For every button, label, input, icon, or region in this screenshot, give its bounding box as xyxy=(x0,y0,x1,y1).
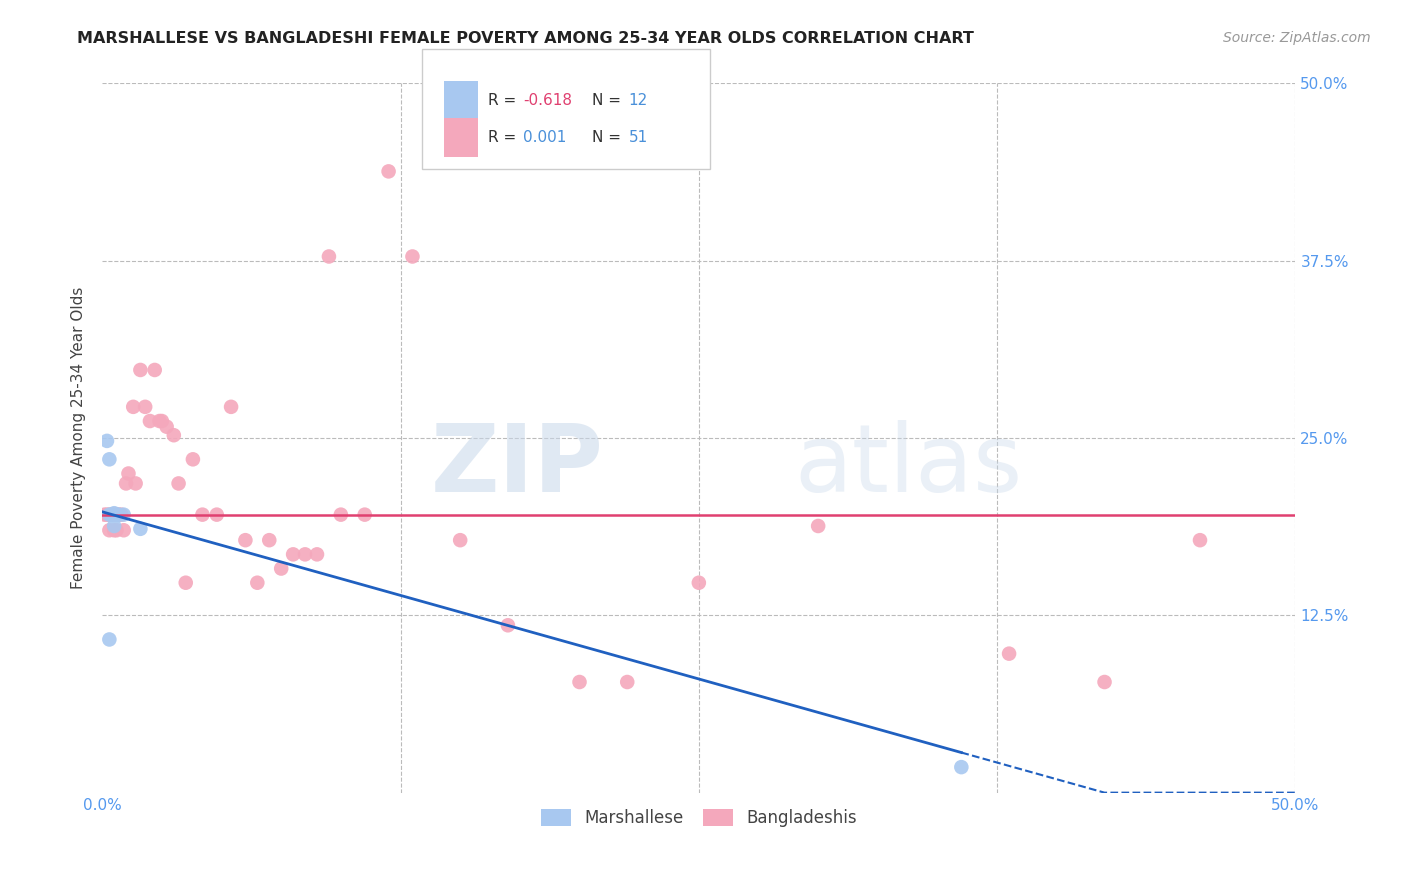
Point xyxy=(191,508,214,522)
Point xyxy=(449,533,471,548)
Point xyxy=(100,508,122,522)
Point xyxy=(108,508,131,522)
Text: MARSHALLESE VS BANGLADESHI FEMALE POVERTY AMONG 25-34 YEAR OLDS CORRELATION CHAR: MARSHALLESE VS BANGLADESHI FEMALE POVERT… xyxy=(77,31,974,46)
Point xyxy=(281,547,304,561)
Point xyxy=(181,452,204,467)
Point xyxy=(616,675,638,690)
Point xyxy=(98,508,121,522)
Point xyxy=(134,400,156,414)
Point xyxy=(1094,675,1116,690)
Point xyxy=(105,508,128,522)
Point xyxy=(96,434,118,448)
Point xyxy=(950,760,973,774)
Point xyxy=(93,508,115,522)
Point xyxy=(100,508,122,522)
Text: N =: N = xyxy=(592,129,626,145)
Point xyxy=(205,508,228,522)
Point xyxy=(98,632,121,647)
Text: 12: 12 xyxy=(628,93,648,108)
Point xyxy=(377,164,399,178)
Point xyxy=(108,508,131,522)
Point xyxy=(270,561,292,575)
Point xyxy=(124,476,146,491)
Text: N =: N = xyxy=(592,93,626,108)
Point xyxy=(115,476,138,491)
Point xyxy=(112,523,135,537)
Point xyxy=(688,575,710,590)
Point xyxy=(117,467,139,481)
Text: R =: R = xyxy=(488,93,522,108)
Point xyxy=(148,414,170,428)
Text: 0.001: 0.001 xyxy=(523,129,567,145)
Point xyxy=(305,547,328,561)
Text: 51: 51 xyxy=(628,129,648,145)
Point xyxy=(103,506,125,520)
Point xyxy=(174,575,197,590)
Point xyxy=(294,547,316,561)
Point xyxy=(98,508,121,522)
Text: atlas: atlas xyxy=(794,420,1022,512)
Text: Source: ZipAtlas.com: Source: ZipAtlas.com xyxy=(1223,31,1371,45)
Point xyxy=(110,508,132,522)
Point xyxy=(329,508,352,522)
Point xyxy=(98,452,121,467)
Text: R =: R = xyxy=(488,129,522,145)
Point xyxy=(129,522,152,536)
Point xyxy=(496,618,519,632)
Point xyxy=(129,363,152,377)
Y-axis label: Female Poverty Among 25-34 Year Olds: Female Poverty Among 25-34 Year Olds xyxy=(72,287,86,590)
Point xyxy=(139,414,162,428)
Point xyxy=(105,508,128,522)
Point xyxy=(235,533,257,548)
Point xyxy=(401,250,423,264)
Point xyxy=(219,400,242,414)
Text: -0.618: -0.618 xyxy=(523,93,572,108)
Point xyxy=(259,533,281,548)
Point xyxy=(103,508,125,522)
Point xyxy=(122,400,145,414)
Point xyxy=(98,523,121,537)
Point xyxy=(103,523,125,537)
Point xyxy=(353,508,375,522)
Point xyxy=(246,575,269,590)
Point xyxy=(112,508,135,522)
Point xyxy=(143,363,166,377)
Point xyxy=(103,519,125,533)
Point xyxy=(318,250,340,264)
Point xyxy=(568,675,591,690)
Point xyxy=(96,508,118,522)
Point xyxy=(1188,533,1211,548)
Text: ZIP: ZIP xyxy=(430,420,603,512)
Point xyxy=(167,476,190,491)
Point xyxy=(150,414,173,428)
Point xyxy=(998,647,1021,661)
Point xyxy=(163,428,186,442)
Legend: Marshallese, Bangladeshis: Marshallese, Bangladeshis xyxy=(534,803,863,834)
Point xyxy=(156,419,179,434)
Point xyxy=(807,519,830,533)
Point xyxy=(105,523,128,537)
